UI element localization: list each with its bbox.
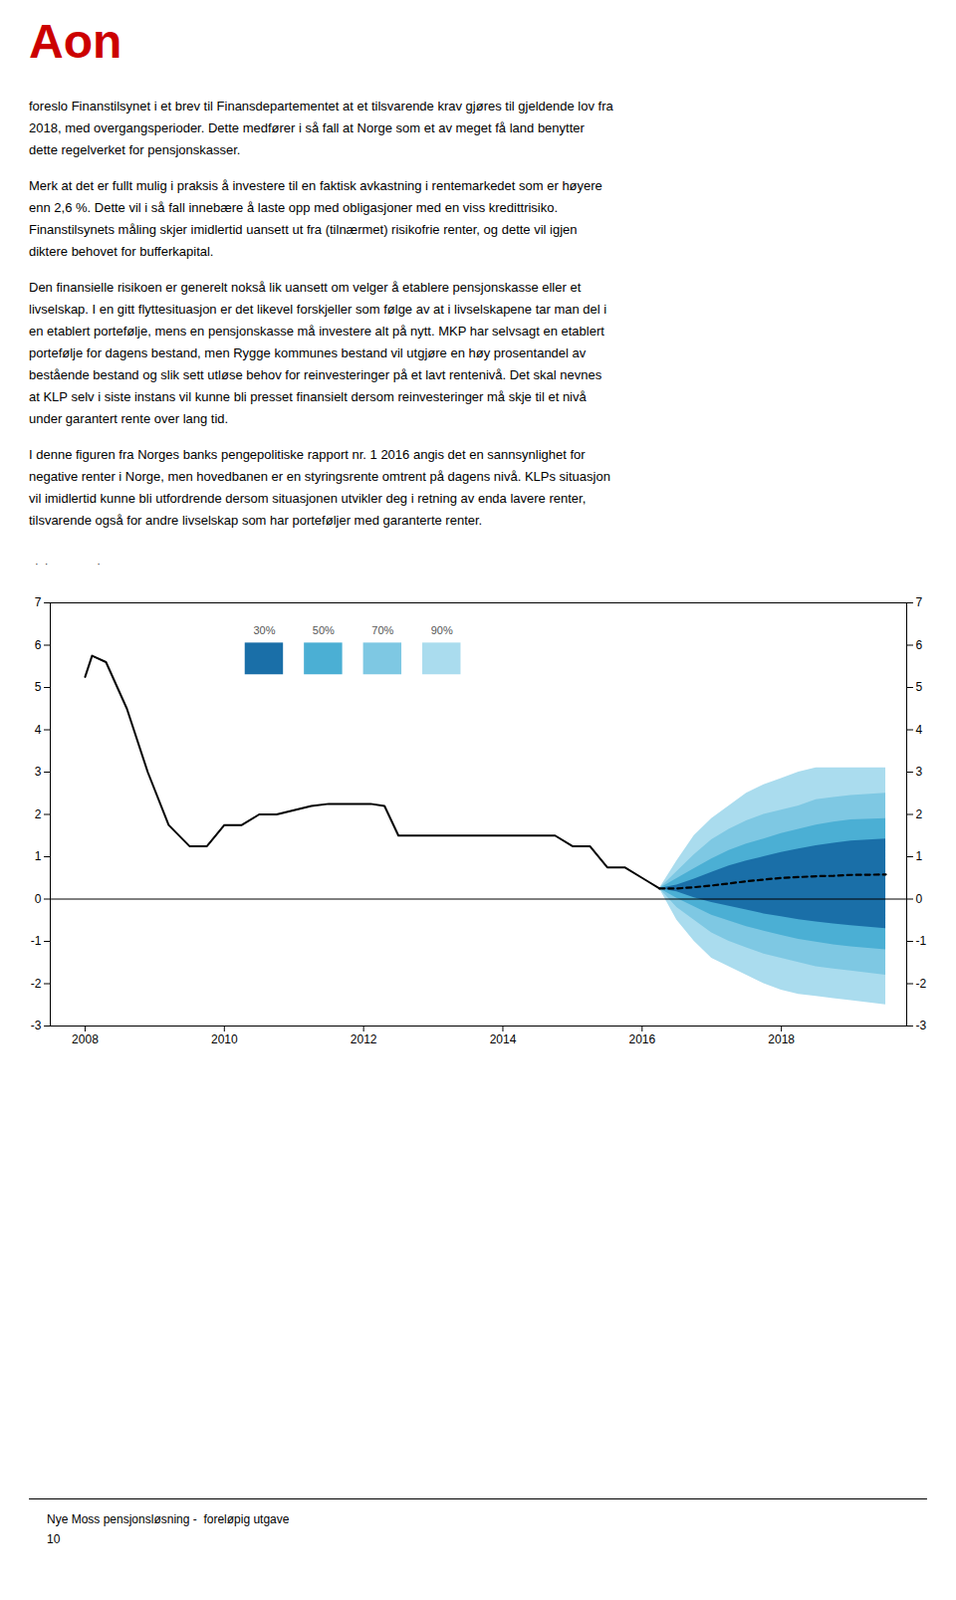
svg-text:30%: 30%: [252, 624, 275, 637]
svg-text:2010: 2010: [211, 1032, 239, 1047]
svg-text:-1: -1: [30, 934, 42, 949]
html-text:en etablert portefølje, mens e: en etablert portefølje, mens en pensjons…: [28, 323, 605, 339]
svg-text:2: 2: [916, 807, 924, 822]
svg-text:-1: -1: [916, 934, 928, 949]
svg-text:1: 1: [34, 849, 42, 864]
svg-text:7: 7: [916, 595, 924, 610]
svg-text:-2: -2: [30, 976, 42, 991]
svg-text:4: 4: [916, 722, 924, 737]
html-text:Aon: Aon: [28, 14, 122, 68]
svg-text:4: 4: [34, 722, 42, 737]
html-text:negative renter i Norge, men h: negative renter i Norge, men hovedbanen …: [28, 469, 611, 484]
html-text:portefølje for dagens bestand,: portefølje for dagens bestand, men Rygge…: [28, 345, 586, 361]
html-text:enn 2,6 %. Dette vil i så fall: enn 2,6 %. Dette vil i så fall innebære …: [28, 200, 558, 216]
svg-text:7: 7: [34, 595, 42, 610]
svg-text:2012: 2012: [350, 1032, 378, 1047]
svg-text:5: 5: [916, 680, 924, 695]
svg-text:90%: 90%: [431, 624, 454, 637]
html-text:Nye Moss pensjonsløsning - for: Nye Moss pensjonsløsning - foreløpig utg…: [46, 1512, 290, 1527]
svg-text:50%: 50%: [312, 624, 335, 637]
svg-text:3: 3: [34, 764, 42, 779]
svg-text:70%: 70%: [371, 624, 394, 637]
svg-text:2008: 2008: [71, 1032, 99, 1047]
html-text:bestående bestand og slik sett: bestående bestand og slik sett utløse be…: [28, 367, 602, 383]
svg-text:-3: -3: [30, 1018, 42, 1033]
html-text:dette regelverket for pensjons: dette regelverket for pensjonskasser.: [28, 142, 241, 158]
html-text:Den finansielle risikoen er ge: Den finansielle risikoen er generelt nok…: [28, 279, 581, 295]
svg-text:1: 1: [916, 849, 924, 864]
svg-text:3: 3: [916, 764, 924, 779]
html-text:2018, med overgangsperioder. D: 2018, med overgangsperioder. Dette medfø…: [28, 120, 585, 136]
html-text:under garantert rente over lan: under garantert rente over lang tid.: [28, 411, 229, 427]
html-text:tilsvarende også for andre liv: tilsvarende også for andre livselskap so…: [28, 512, 483, 528]
html-text:Merk at det er fullt mulig i p: Merk at det er fullt mulig i praksis å i…: [28, 178, 603, 194]
html-text:Finanstilsynets måling skjer i: Finanstilsynets måling skjer imidlertid …: [28, 222, 578, 238]
svg-text:0: 0: [34, 892, 42, 907]
html-text:vil imidlertid kunne bli utfor: vil imidlertid kunne bli utfordrende der…: [28, 490, 586, 506]
html-text:livselskap. I en gitt flyttesi: livselskap. I en gitt flyttesituasjon er…: [28, 301, 607, 317]
html-text:10: 10: [46, 1532, 61, 1547]
svg-text:2018: 2018: [767, 1032, 795, 1047]
svg-text:2014: 2014: [489, 1032, 517, 1047]
html-text:I denne figuren fra Norges ban: I denne figuren fra Norges banks pengepo…: [28, 447, 586, 463]
svg-text:-2: -2: [916, 976, 928, 991]
svg-text:2: 2: [34, 807, 42, 822]
svg-text:6: 6: [34, 638, 42, 653]
svg-text:5: 5: [34, 680, 42, 695]
svg-text:-3: -3: [916, 1018, 928, 1033]
html-text:diktere behovet for bufferkapi: diktere behovet for bufferkapital.: [28, 243, 214, 259]
html-text:at KLP selv i siste instans vi: at KLP selv i siste instans vil kunne bl…: [28, 389, 587, 405]
svg-text:2016: 2016: [628, 1032, 656, 1047]
html-text:foreslo Finanstilsynet i et br: foreslo Finanstilsynet i et brev til Fin…: [28, 98, 614, 114]
svg-text:0: 0: [916, 892, 924, 907]
svg-text:6: 6: [916, 638, 924, 653]
